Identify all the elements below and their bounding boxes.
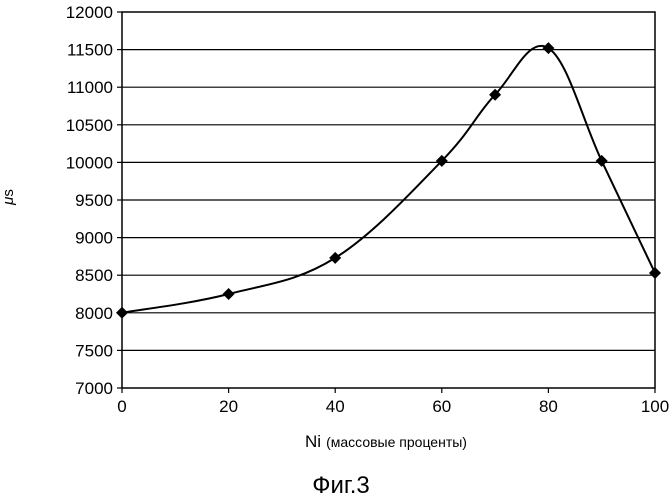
y-tick-label: 12000 (66, 3, 113, 22)
series-line (122, 46, 655, 313)
x-axis-label-note: (массовые проценты) (326, 434, 467, 450)
data-point-marker (649, 267, 661, 279)
y-tick-label: 10000 (66, 153, 113, 172)
x-axis-label-main: Ni (305, 432, 321, 451)
y-tick-label: 8500 (75, 266, 113, 285)
x-tick-label: 40 (326, 397, 345, 416)
y-axis-label-suffix: s (0, 189, 17, 197)
x-axis-ticks: 0 20 40 60 80 100 (117, 388, 669, 416)
x-tick-label: 60 (432, 397, 451, 416)
data-point-marker (116, 307, 128, 319)
y-axis-ticks: 7000 7500 8000 8500 9000 9500 10000 10500 11000 1… (66, 3, 122, 398)
x-tick-label: 80 (539, 397, 558, 416)
y-tick-label: 11000 (67, 78, 113, 97)
x-tick-label: 20 (219, 397, 238, 416)
data-point-marker (223, 288, 235, 300)
data-point-marker (596, 155, 608, 167)
y-axis-label: μs (0, 189, 17, 206)
y-tick-label: 9000 (75, 229, 113, 248)
y-tick-label: 7500 (75, 341, 113, 360)
x-tick-label: 0 (117, 397, 126, 416)
y-tick-label: 11500 (67, 41, 113, 60)
data-point-marker (329, 252, 341, 264)
y-tick-label: 8000 (75, 304, 113, 323)
x-tick-label: 100 (641, 397, 669, 416)
figure-caption: Фиг.3 (312, 472, 370, 499)
y-tick-label: 10500 (66, 116, 113, 135)
data-markers (116, 42, 661, 319)
y-tick-label: 7000 (75, 379, 113, 398)
y-tick-label: 9500 (75, 191, 113, 210)
y-axis-label-symbol: μ (0, 197, 17, 206)
x-axis-label: Ni (массовые проценты) (305, 432, 467, 451)
